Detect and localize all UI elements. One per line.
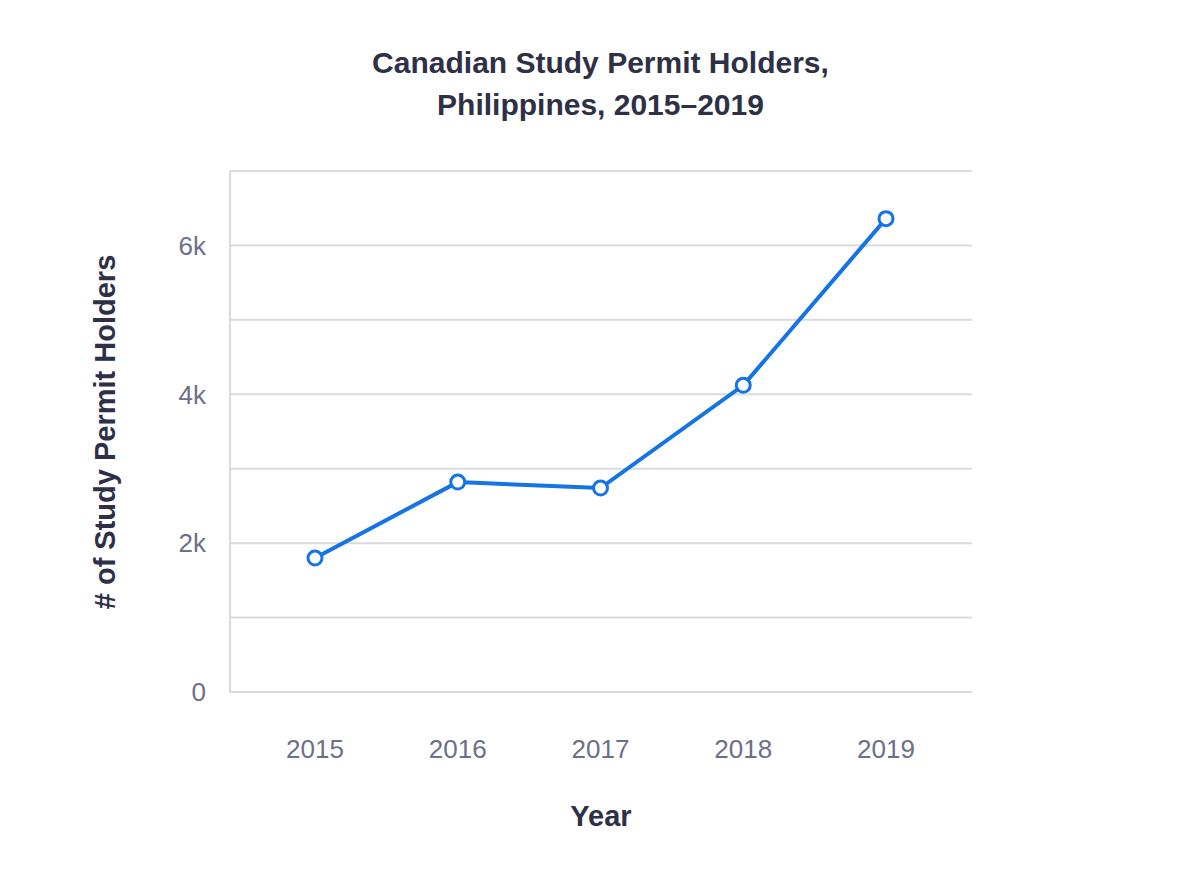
html-text:Year: Year	[570, 800, 632, 832]
svg-text:6k: 6k	[179, 231, 207, 261]
svg-text:0: 0	[192, 677, 206, 707]
svg-text:4k: 4k	[179, 380, 207, 410]
svg-text:2k: 2k	[179, 528, 207, 558]
html-text:Canadian Study Permit Holders,: Canadian Study Permit Holders,	[372, 46, 829, 79]
svg-text:2016: 2016	[429, 734, 487, 764]
svg-text:2019: 2019	[857, 734, 915, 764]
svg-text:2017: 2017	[572, 734, 630, 764]
html-text:Philippines, 2015–2019: Philippines, 2015–2019	[437, 88, 764, 121]
svg-text:2018: 2018	[714, 734, 772, 764]
svg-text:2015: 2015	[286, 734, 344, 764]
html-text:# of Study Permit Holders: # of Study Permit Holders	[88, 254, 121, 610]
